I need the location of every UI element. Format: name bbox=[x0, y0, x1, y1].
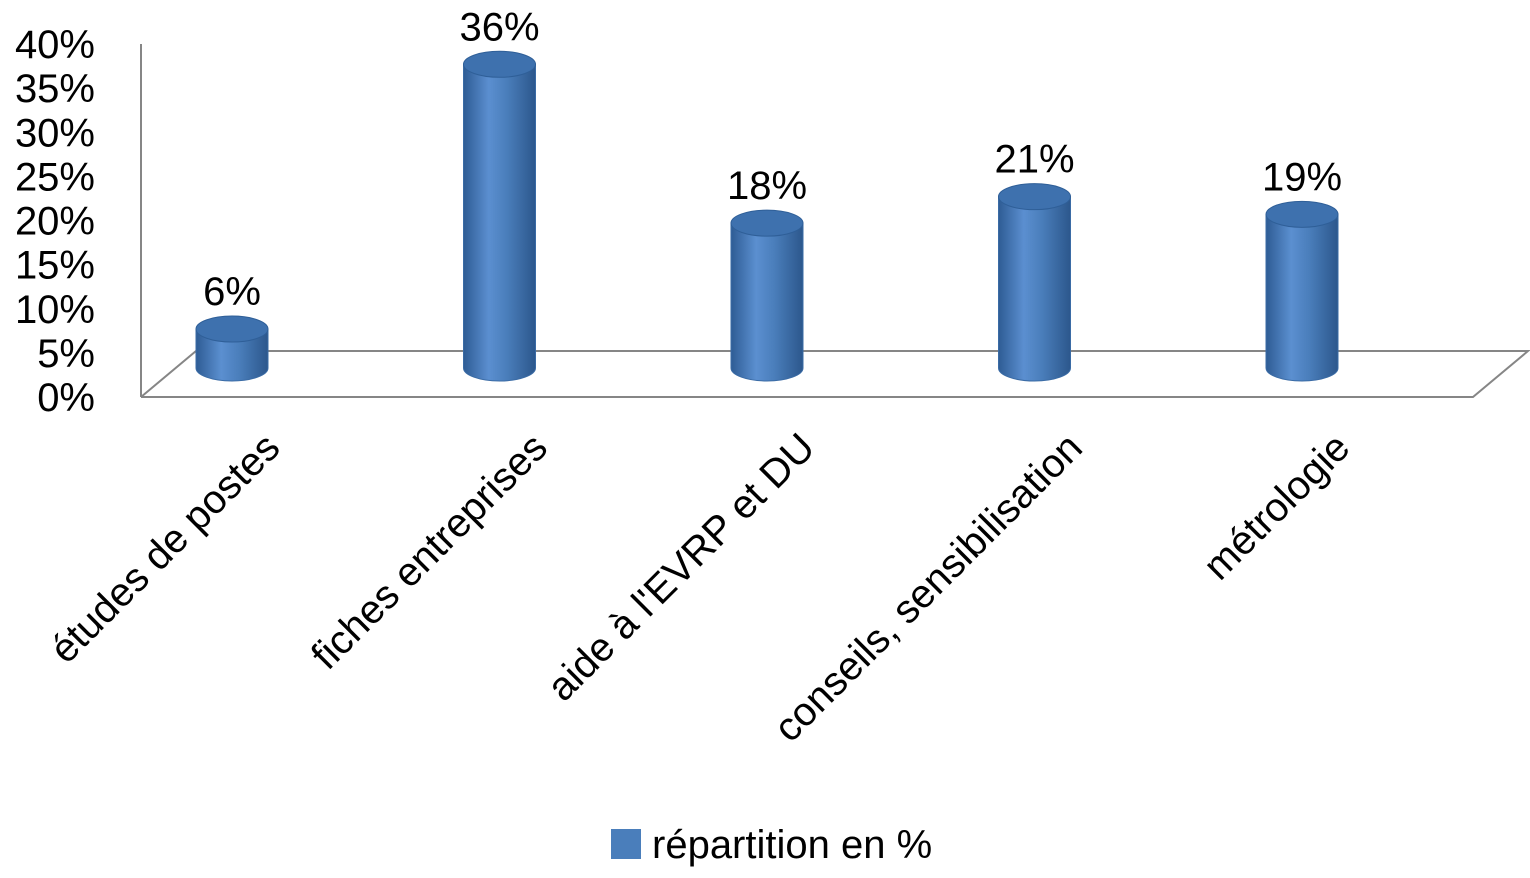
bars bbox=[195, 50, 1339, 382]
x-tick-label: fiches entreprises bbox=[303, 425, 556, 678]
data-label: 6% bbox=[203, 270, 261, 314]
x-tick-label: aide à l'EVRP et DU bbox=[539, 425, 823, 709]
bar bbox=[998, 183, 1071, 382]
x-tick-label: études de postes bbox=[42, 425, 289, 672]
floor-outline bbox=[140, 350, 1530, 398]
legend: répartition en % bbox=[611, 823, 932, 867]
bar bbox=[463, 50, 536, 382]
y-tick-label: 0% bbox=[37, 376, 95, 420]
bar-body bbox=[463, 63, 536, 382]
data-label: 21% bbox=[994, 138, 1074, 182]
y-tick-label: 10% bbox=[15, 288, 95, 332]
y-tick-label: 20% bbox=[15, 200, 95, 244]
bar-top bbox=[195, 315, 269, 343]
x-tick-label: métrologie bbox=[1195, 425, 1358, 588]
data-label: 36% bbox=[459, 5, 539, 49]
bar-top bbox=[998, 183, 1071, 211]
bar-top bbox=[730, 209, 804, 237]
y-tick-label: 35% bbox=[15, 67, 95, 111]
bar-top bbox=[1265, 200, 1339, 228]
data-label: 19% bbox=[1262, 155, 1342, 199]
bar bbox=[195, 315, 269, 382]
data-label: 18% bbox=[727, 164, 807, 208]
y-tick-label: 25% bbox=[15, 155, 95, 199]
bar-body bbox=[998, 196, 1071, 382]
bar-body bbox=[1265, 213, 1339, 382]
y-tick-label: 15% bbox=[15, 244, 95, 288]
bar bbox=[1265, 200, 1339, 382]
bar-body bbox=[730, 222, 804, 382]
legend-swatch bbox=[611, 829, 641, 859]
x-tick-label: conseils, sensibilisation bbox=[766, 425, 1091, 750]
y-tick-label: 5% bbox=[37, 332, 95, 376]
bar-body bbox=[195, 328, 269, 382]
legend-label: répartition en % bbox=[652, 823, 932, 867]
y-tick-label: 30% bbox=[15, 111, 95, 155]
y-tick-label: 40% bbox=[15, 23, 95, 67]
bar bbox=[730, 209, 804, 382]
bar-top bbox=[463, 50, 536, 78]
axes bbox=[140, 44, 1530, 398]
